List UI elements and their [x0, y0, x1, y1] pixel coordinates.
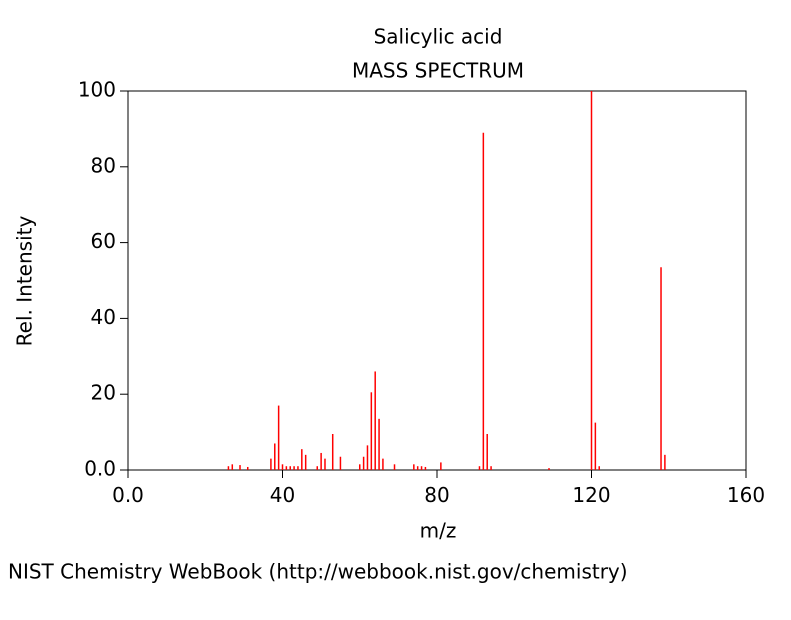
x-tick-label: 0.0	[112, 483, 144, 507]
x-tick-label: 80	[424, 483, 449, 507]
y-tick-label: 0.0	[84, 457, 116, 481]
y-tick-label: 40	[91, 305, 116, 329]
y-tick-label: 100	[78, 78, 116, 102]
chart-subtitle: MASS SPECTRUM	[352, 59, 524, 83]
x-tick-label: 40	[270, 483, 295, 507]
x-tick-label: 160	[727, 483, 765, 507]
y-axis-label: Rel. Intensity	[13, 216, 37, 347]
y-tick-label: 60	[91, 229, 116, 253]
x-axis-label: m/z	[420, 519, 457, 543]
y-tick-label: 80	[91, 153, 116, 177]
x-tick-label: 120	[572, 483, 610, 507]
y-tick-label: 20	[91, 381, 116, 405]
footer: NIST Chemistry WebBook (http://webbook.n…	[8, 560, 628, 584]
chart-title: Salicylic acid	[374, 25, 503, 49]
plot-frame	[127, 90, 747, 471]
